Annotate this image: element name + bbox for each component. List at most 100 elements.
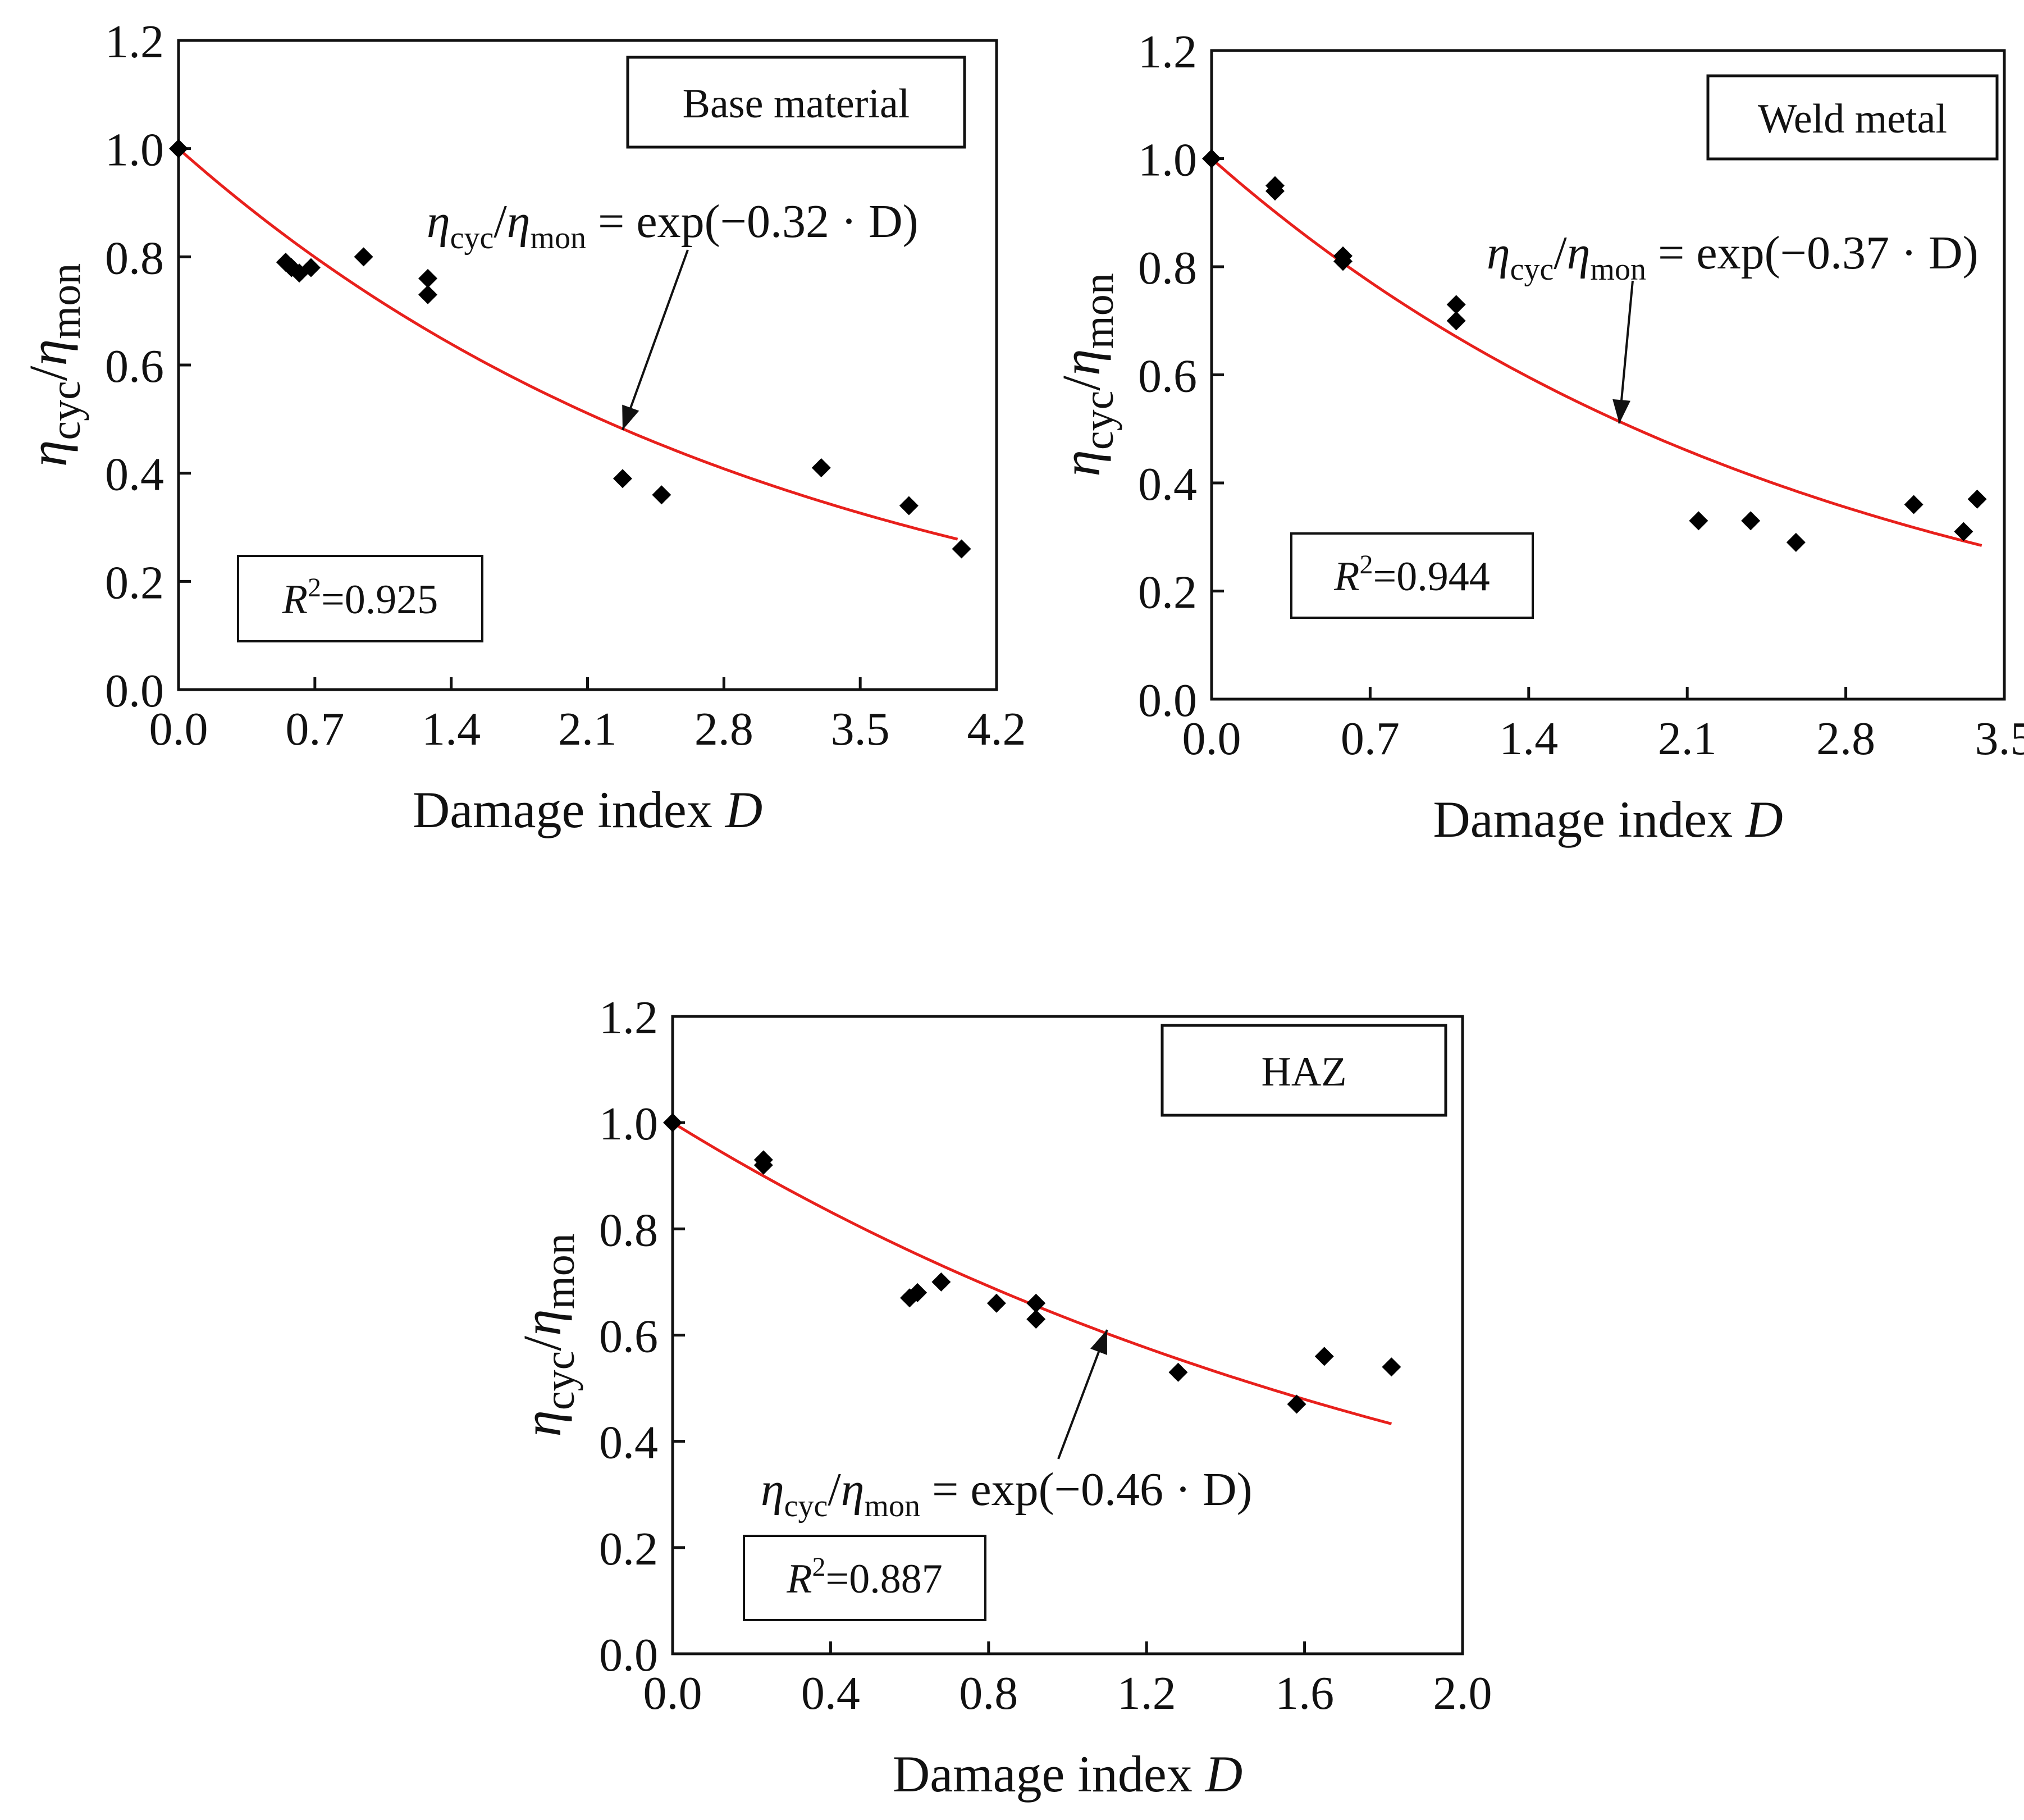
equation-part: η <box>841 1463 865 1516</box>
x-tick-label: 0.0 <box>1182 713 1241 765</box>
data-point <box>1265 181 1285 201</box>
equation-part: η <box>1487 227 1510 279</box>
r2-box <box>1290 532 1534 619</box>
arrow-head <box>1090 1330 1107 1355</box>
arrow-head <box>622 404 639 430</box>
legend-box <box>1706 74 1999 161</box>
y-axis-label-part: mon <box>536 1233 583 1309</box>
x-tick-label: 2.8 <box>1816 713 1875 765</box>
data-point <box>931 1272 951 1292</box>
x-tick-label: 1.6 <box>1275 1667 1334 1719</box>
equation-part: / <box>828 1463 841 1516</box>
data-point <box>1026 1293 1046 1313</box>
x-tick-label: 2.0 <box>1433 1667 1492 1719</box>
data-point <box>899 496 919 516</box>
y-axis-label-part: mon <box>42 263 89 339</box>
y-axis-label: ηcyc/ηmon <box>1051 273 1122 477</box>
data-point <box>1446 311 1466 331</box>
y-axis-label: ηcyc/ηmon <box>512 1233 583 1437</box>
x-tick-label: 2.1 <box>1658 713 1717 765</box>
y-axis-label-part: cyc <box>1075 391 1122 450</box>
equation-part: η <box>761 1463 784 1516</box>
x-axis-label-text: Damage index <box>1433 791 1746 848</box>
x-tick-label: 0.7 <box>1341 713 1400 765</box>
y-tick-label: 1.0 <box>599 1098 658 1150</box>
y-axis-label-part: η <box>512 1410 572 1437</box>
x-tick-label: 1.2 <box>1117 1667 1176 1719</box>
r2-label: R2=0.925 <box>282 573 438 623</box>
y-axis-label-part: η <box>18 339 78 366</box>
data-point <box>613 469 632 489</box>
y-tick-label: 0.8 <box>1138 242 1197 294</box>
y-tick-label: 0.6 <box>599 1311 658 1363</box>
x-tick-label: 2.1 <box>558 703 617 755</box>
data-point <box>1786 532 1806 552</box>
equation-part: mon <box>864 1489 920 1523</box>
y-tick-label: 0.2 <box>599 1523 658 1575</box>
y-tick-label: 0.8 <box>599 1204 658 1256</box>
equation-part: η <box>1567 227 1591 279</box>
data-point <box>1333 252 1353 271</box>
x-axis-label-variable: D <box>1204 1745 1242 1803</box>
x-axis-label: Damage index D <box>413 781 762 838</box>
y-tick-label: 0.4 <box>105 449 164 501</box>
data-point <box>663 1113 682 1133</box>
equation-part: η <box>427 195 450 248</box>
chart-bottom-center: 0.0 0.4 0.8 1.2 1.6 2.0 0.0 0.2 0.4 0.6 0.8 1.0 1.2 D… <box>512 992 1492 1803</box>
data-point <box>753 1155 773 1175</box>
data-point <box>301 258 321 277</box>
x-axis-label-variable: D <box>724 781 762 838</box>
x-tick-label: 4.2 <box>967 703 1026 755</box>
data-point <box>952 539 971 559</box>
chart-top-left: 0.0 0.7 1.4 2.1 2.8 3.5 4.2 0.0 0.2 0.4 0.6 0.8 1.0 1… <box>18 16 1026 838</box>
x-tick-label: 1.4 <box>422 703 481 755</box>
y-tick-label: 1.0 <box>1138 134 1197 186</box>
fit-equation: ηcyc/ηmon = exp(−0.32 · D) <box>427 195 919 256</box>
data-point <box>1741 511 1761 531</box>
y-axis-label-part: / <box>18 366 78 381</box>
equation-expression: exp(−0.32 · D) <box>636 195 918 248</box>
panel-title: Weld metal <box>1758 96 1947 142</box>
equation-part: / <box>1554 227 1567 279</box>
data-point <box>1689 511 1708 531</box>
data-point <box>418 285 438 304</box>
y-tick-label: 0.0 <box>105 665 164 717</box>
chart-top-right: 0.0 0.7 1.4 2.1 2.8 3.5 0.0 0.2 0.4 0.6 0.8 1.0 1.2 D… <box>1051 26 2024 848</box>
data-point <box>1026 1310 1046 1329</box>
x-axis-label-text: Damage index <box>413 781 725 838</box>
r2-symbol: R <box>1333 554 1359 600</box>
data-point <box>1446 295 1466 314</box>
y-tick-label: 1.2 <box>105 16 164 68</box>
y-tick-label: 0.6 <box>1138 350 1197 403</box>
legend-box <box>1161 1024 1447 1117</box>
y-axis-label-part: η <box>512 1309 572 1336</box>
y-axis-label-part: cyc <box>42 381 89 440</box>
x-axis-label: Damage index D <box>893 1745 1242 1803</box>
fit-curve <box>177 147 958 541</box>
equation-part: cyc <box>1510 252 1554 287</box>
data-point <box>1168 1362 1188 1382</box>
r2-superscript: 2 <box>308 573 321 603</box>
data-point <box>652 485 671 505</box>
data-point <box>354 247 373 267</box>
equation-expression: exp(−0.37 · D) <box>1696 227 1978 279</box>
y-tick-label: 1.2 <box>599 992 658 1044</box>
equation-part: cyc <box>784 1489 828 1523</box>
equation-part: mon <box>530 221 586 256</box>
x-tick-label: 3.5 <box>1975 713 2024 765</box>
r2-value: =0.887 <box>825 1556 942 1602</box>
arrow-line <box>1618 280 1634 424</box>
data-point <box>418 268 438 288</box>
r2-box <box>237 555 483 642</box>
panel-title: HAZ <box>1261 1049 1346 1095</box>
y-tick-label: 0.4 <box>1138 458 1197 510</box>
r2-value: =0.944 <box>1373 554 1490 600</box>
data-point <box>811 458 831 478</box>
x-tick-label: 0.0 <box>149 703 208 755</box>
y-axis-label: ηcyc/ηmon <box>18 263 89 467</box>
arrow-line <box>622 249 689 431</box>
x-tick-label: 0.7 <box>285 703 344 755</box>
equation-part: = <box>1646 227 1696 279</box>
fit-equation: ηcyc/ηmon = exp(−0.37 · D) <box>1487 227 1979 287</box>
